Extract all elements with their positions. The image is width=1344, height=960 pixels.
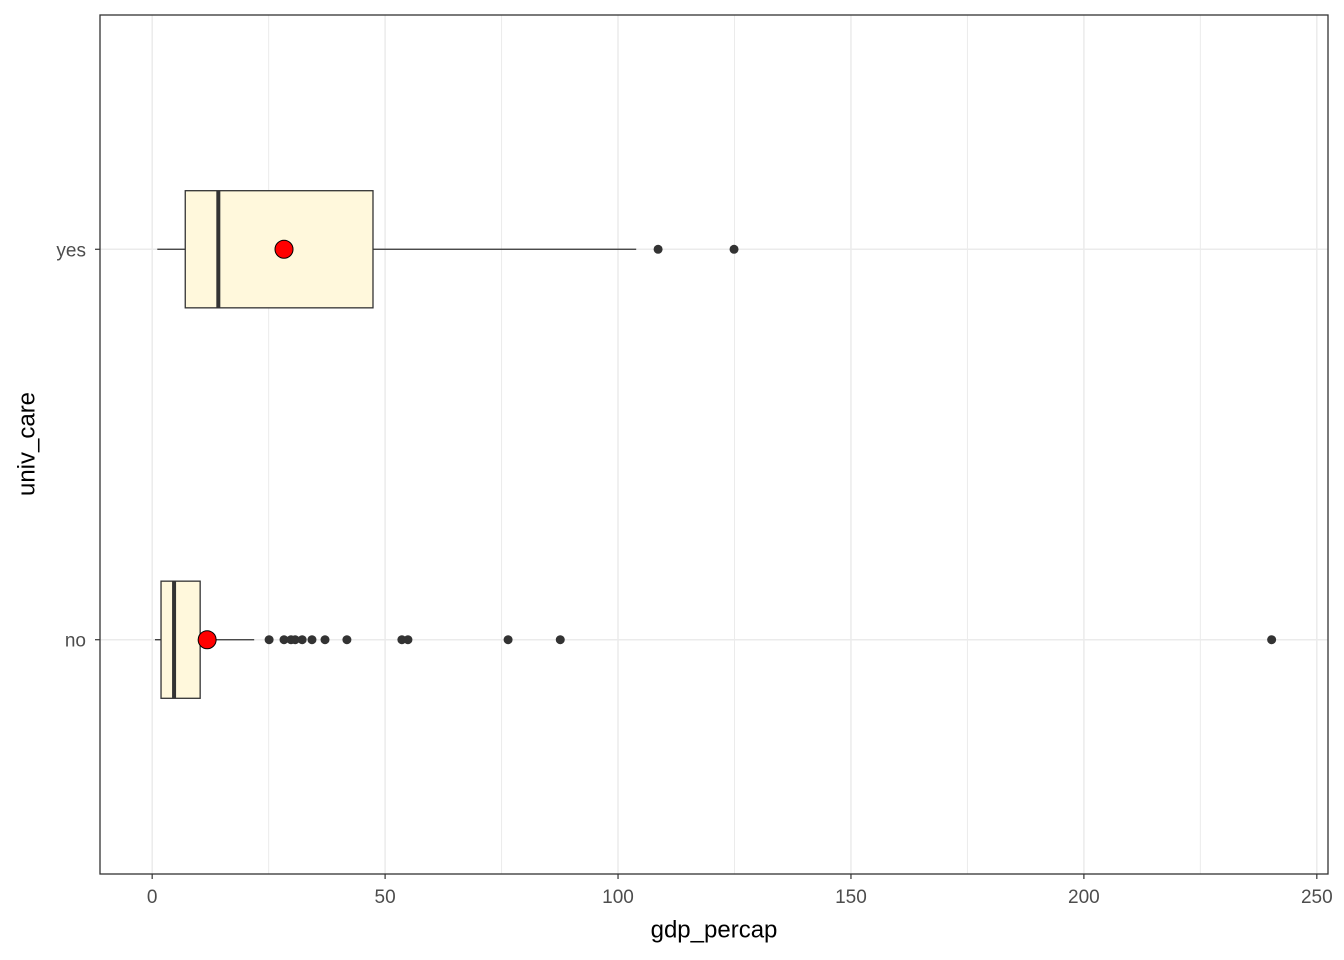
box <box>160 580 201 699</box>
x-tick-label: 200 <box>1068 887 1100 908</box>
outlier <box>403 635 413 645</box>
outlier <box>290 635 300 645</box>
x-axis-title: gdp_percap <box>651 916 778 943</box>
outlier <box>279 635 289 645</box>
x-tick-label: 0 <box>147 887 158 908</box>
y-tick-label: no <box>65 631 86 652</box>
outlier <box>264 635 274 645</box>
outlier <box>297 635 307 645</box>
x-tick-label: 150 <box>835 887 867 908</box>
outlier <box>307 635 317 645</box>
outlier <box>729 244 739 254</box>
x-tick-label: 250 <box>1301 887 1333 908</box>
y-axis-title: univ_care <box>13 392 40 496</box>
mean-point <box>274 239 294 259</box>
panel-border <box>99 14 1329 875</box>
outlier <box>342 635 352 645</box>
outlier <box>555 635 565 645</box>
outlier <box>320 635 330 645</box>
y-tick-label: yes <box>56 240 86 261</box>
outlier <box>1267 635 1277 645</box>
outlier <box>503 635 513 645</box>
x-tick-label: 50 <box>375 887 396 908</box>
outlier <box>653 244 663 254</box>
mean-point <box>197 630 217 650</box>
x-tick-label: 100 <box>602 887 634 908</box>
